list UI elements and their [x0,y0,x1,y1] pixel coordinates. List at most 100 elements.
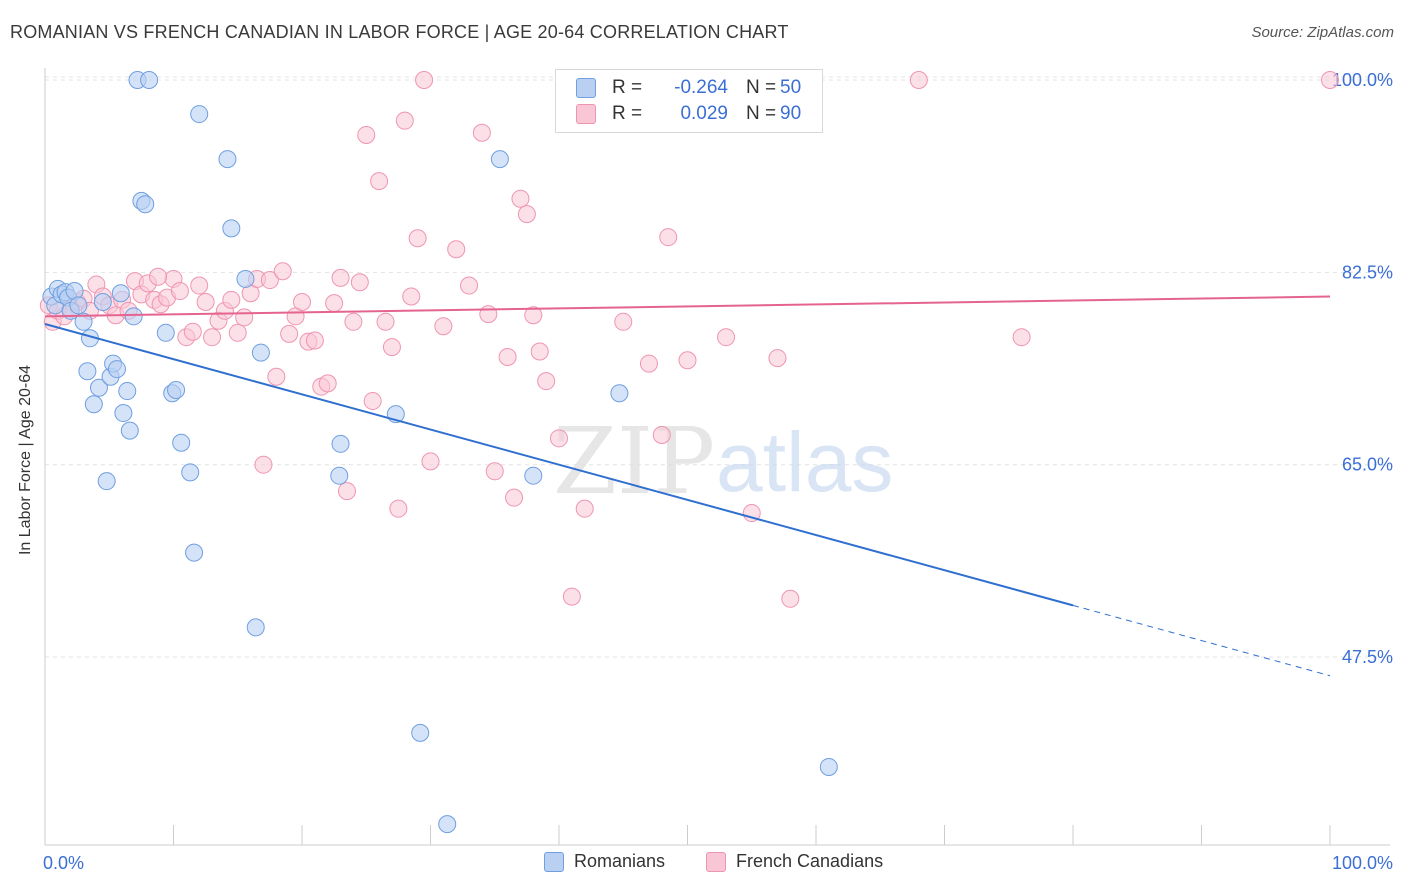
french-canadian-point [267,367,286,386]
french-canadian-point [357,125,376,144]
french-canadian-point [472,123,491,142]
french-canadian-point [370,172,389,191]
french-canadian-point [273,262,292,281]
romanian-point [97,472,116,491]
french-canadian-point [1321,71,1339,89]
french-canadian-point [318,374,337,393]
romanian-point [84,395,103,414]
n-label: N = [746,77,777,98]
french-canadian-point [235,308,254,327]
french-canadian-point [337,482,356,501]
french-canadian-point [293,293,311,312]
french-canadian-point [382,338,401,357]
french-canadian-point [389,499,408,518]
romanian-point [246,618,265,637]
french-canadian-point [1012,328,1031,347]
french-canadian-point [781,589,800,608]
romanian-point [93,293,112,312]
tick-labels: 47.5% 65.0% 82.5% 100.0% 0.0% 100.0% [43,70,1393,873]
r-value: 0.029 [680,103,728,124]
watermark: ZIP atlas [553,408,893,515]
romanian-point [74,312,93,331]
y-tick-label: 100.0% [1332,70,1393,90]
y-tick-label: 82.5% [1342,262,1393,282]
french-canadian-point [402,287,421,306]
french-canadian-point [717,328,736,347]
romanians-trend-extension [1072,604,1331,677]
french-canadian-point [434,317,453,336]
romanian-point [251,343,270,362]
source-label: Source: ZipAtlas.com [1251,24,1394,41]
n-value: 50 [780,77,802,98]
french-canadian-point [196,293,215,312]
french-canadian-point [639,354,658,373]
x-tick-label: 0.0% [43,853,84,873]
romanian-point [69,296,88,315]
romanian-point [111,284,130,303]
romanian-point [118,382,137,401]
french-canadians-swatch [706,851,726,872]
romanian-points [42,71,838,834]
romanian-point [172,433,191,452]
y-tick-label: 47.5% [1342,647,1393,667]
french-canadian-points [39,71,1339,608]
legend-item-romanians[interactable]: Romanians [544,851,665,872]
french-canadian-point [305,331,324,350]
french-canadian-point [517,205,536,224]
french-canadian-point [537,372,556,391]
romanians-swatch [544,851,564,872]
french-canadian-point [530,342,549,361]
n-value: 90 [780,103,802,124]
french-canadian-point [562,587,581,606]
french-canadian-point [768,349,787,368]
french-canadian-point [254,455,273,474]
romanian-point [411,723,430,742]
french-canadian-point [203,328,222,347]
french-canadian-point [652,426,671,445]
series-legend: Romanians French Canadians [0,851,1406,879]
french-canadian-point [575,499,594,518]
romanian-point [114,404,133,423]
french-canadian-point [408,229,427,248]
romanian-point [819,757,838,776]
french-canadian-point [350,273,369,292]
legend-item-french-canadians[interactable]: French Canadians [706,851,883,872]
french-canadian-point [325,294,344,313]
x-tick-label: 100.0% [1332,853,1393,873]
romanian-point [524,466,543,485]
french-canadian-point [614,312,633,331]
french-canadian-point [344,312,363,331]
french-canadian-point [260,271,279,290]
romanian-point [124,307,143,326]
axes [44,68,1390,846]
romanian-point [190,105,209,124]
romanian-point [181,463,200,482]
romanian-point [331,434,350,453]
romanian-point [218,150,237,169]
french-canadian-point [395,111,414,130]
legend-label: French Canadians [736,851,884,871]
romanians-swatch [576,78,596,98]
romanian-point [490,150,509,169]
romanian-point [167,380,186,399]
french-canadian-point [479,305,498,324]
stats-row-romanians: R = -0.264 N = 50 [576,75,801,101]
romanian-point [89,378,108,397]
french-canadian-point [550,429,568,448]
french-canadian-point [447,240,466,259]
french-canadian-point [170,282,189,301]
watermark-zip: ZIP [553,408,715,515]
romanian-point [610,384,629,403]
r-label: R = [612,77,643,98]
romanian-point [156,323,175,342]
french-canadian-point [415,71,434,89]
legend-label: Romanians [574,851,666,871]
french-canadian-point [228,323,247,342]
french-canadian-point [280,324,299,343]
romanian-point [78,362,97,381]
trend-lines [44,295,1331,677]
french-canadian-point [190,276,209,295]
stats-legend: R = -0.264 N = 50 R = 0.029 N = 90 [555,69,823,133]
french-canadian-point [511,189,530,208]
romanian-point [185,543,204,562]
